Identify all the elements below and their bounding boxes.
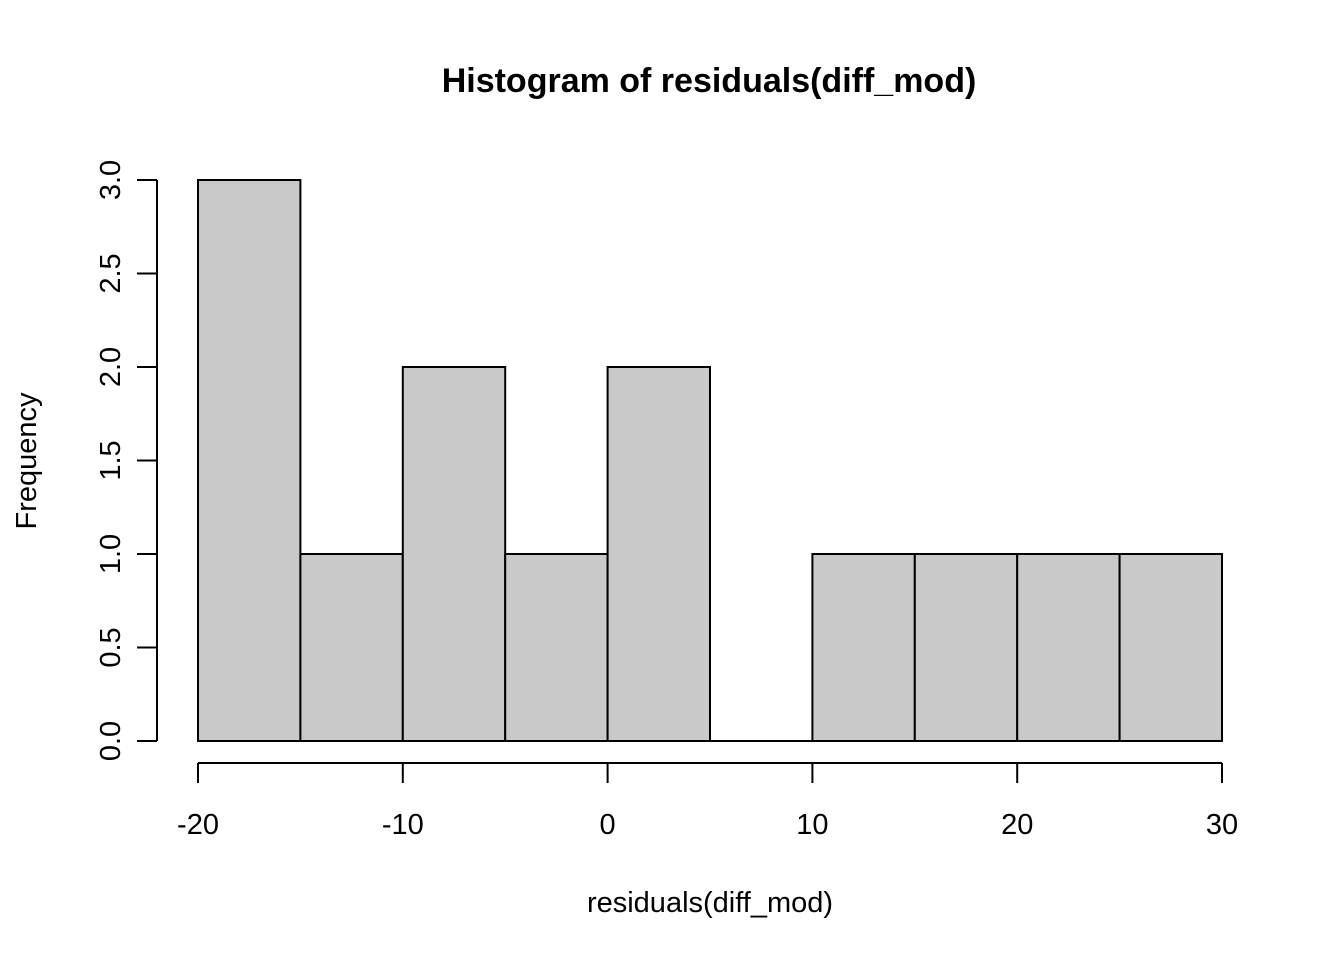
histogram-bar [1017, 554, 1119, 741]
x-tick-label: 0 [600, 809, 616, 841]
histogram-bars [198, 180, 1222, 741]
y-axis-label: Frequency [11, 392, 43, 530]
y-tick-label: 1.0 [95, 534, 127, 574]
y-tick-label: 2.0 [95, 347, 127, 387]
y-axis: 0.0 0.5 1.0 1.5 2.0 2.5 3.0 [95, 160, 157, 761]
y-tick-label: 0.0 [95, 721, 127, 761]
x-tick-label: 20 [1001, 809, 1033, 841]
x-axis-label: residuals(diff_mod) [587, 887, 833, 919]
x-tick-label: -20 [177, 809, 219, 841]
x-axis: -20 -10 0 10 20 30 [177, 763, 1238, 841]
x-tick-label: 10 [796, 809, 828, 841]
histogram-bar [198, 180, 300, 741]
histogram-bar [608, 367, 710, 741]
histogram-bar [505, 554, 607, 741]
histogram-bar [915, 554, 1017, 741]
y-tick-label: 2.5 [95, 253, 127, 293]
y-tick-label: 3.0 [95, 160, 127, 200]
x-tick-label: 30 [1206, 809, 1238, 841]
histogram-bar [1120, 554, 1222, 741]
chart-title: Histogram of residuals(diff_mod) [442, 62, 977, 100]
histogram-bar [300, 554, 402, 741]
histogram-bar [812, 554, 914, 741]
y-tick-label: 0.5 [95, 627, 127, 667]
x-tick-label: -10 [382, 809, 424, 841]
y-tick-label: 1.5 [95, 440, 127, 480]
histogram-bar [403, 367, 505, 741]
